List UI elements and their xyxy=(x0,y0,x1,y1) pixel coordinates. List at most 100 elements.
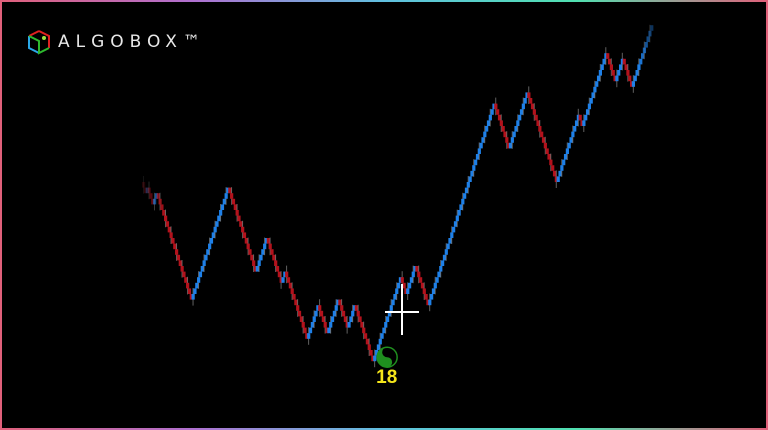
down-brick xyxy=(501,126,505,132)
down-brick xyxy=(538,126,542,132)
up-brick xyxy=(261,249,265,255)
up-brick xyxy=(308,327,313,334)
down-brick xyxy=(173,243,177,250)
down-brick xyxy=(622,58,626,65)
up-brick xyxy=(398,277,403,283)
up-brick xyxy=(307,333,311,339)
up-brick xyxy=(193,288,197,294)
up-brick xyxy=(573,126,577,132)
up-brick xyxy=(523,98,527,104)
up-brick xyxy=(596,75,601,82)
down-brick xyxy=(175,249,179,255)
down-brick xyxy=(244,238,248,244)
down-brick xyxy=(176,254,181,261)
down-brick xyxy=(540,131,544,138)
up-brick xyxy=(459,204,463,210)
up-brick xyxy=(470,170,474,177)
up-brick xyxy=(373,355,377,362)
down-brick xyxy=(169,232,173,238)
up-brick xyxy=(347,322,351,328)
yin-yang-icon[interactable] xyxy=(376,346,398,368)
cube-logo-icon xyxy=(28,30,50,55)
up-brick xyxy=(154,193,159,199)
down-brick xyxy=(400,277,404,283)
down-brick xyxy=(253,266,258,272)
up-brick xyxy=(574,120,579,126)
up-brick xyxy=(452,226,456,233)
up-brick xyxy=(558,170,562,177)
down-brick xyxy=(305,333,309,339)
down-brick xyxy=(323,322,327,328)
up-brick xyxy=(521,103,525,110)
up-brick xyxy=(565,148,569,154)
up-brick xyxy=(352,305,357,311)
up-brick xyxy=(406,288,410,294)
down-brick xyxy=(609,64,614,70)
up-brick xyxy=(519,109,524,115)
up-brick xyxy=(582,120,586,126)
down-brick xyxy=(231,198,236,205)
down-brick xyxy=(241,226,245,233)
down-brick xyxy=(167,226,171,233)
down-brick xyxy=(290,288,294,294)
up-brick xyxy=(330,316,335,322)
down-brick xyxy=(277,271,281,278)
down-brick xyxy=(252,260,256,266)
down-brick xyxy=(543,142,547,149)
up-brick xyxy=(516,120,520,126)
up-brick xyxy=(576,114,580,121)
logo-text: ALGOBOX™ xyxy=(58,32,206,52)
up-brick xyxy=(486,120,491,126)
up-brick xyxy=(595,81,599,87)
down-brick xyxy=(299,316,303,322)
up-brick xyxy=(334,305,338,311)
down-brick xyxy=(549,159,553,166)
up-brick xyxy=(598,70,602,76)
down-brick xyxy=(607,58,612,65)
up-brick xyxy=(195,282,199,289)
down-brick xyxy=(149,193,153,199)
logo: ALGOBOX™ xyxy=(26,29,206,55)
up-brick xyxy=(431,288,436,294)
up-brick xyxy=(518,114,522,121)
up-brick xyxy=(483,131,487,138)
up-brick xyxy=(202,260,206,266)
down-brick xyxy=(580,120,584,126)
down-brick xyxy=(230,193,234,199)
up-brick xyxy=(479,142,483,149)
down-brick xyxy=(367,344,371,350)
down-brick xyxy=(325,327,329,334)
up-brick xyxy=(604,53,608,59)
up-brick xyxy=(650,25,654,31)
up-brick xyxy=(204,254,208,261)
down-brick xyxy=(246,243,250,250)
down-brick xyxy=(165,221,170,227)
down-brick xyxy=(184,277,188,283)
down-brick xyxy=(534,114,538,121)
down-brick xyxy=(164,215,168,222)
up-brick xyxy=(648,30,652,37)
down-brick xyxy=(426,299,430,306)
down-brick xyxy=(530,103,535,110)
up-brick xyxy=(380,333,384,339)
down-brick xyxy=(171,238,175,244)
down-brick xyxy=(369,350,373,356)
down-brick xyxy=(494,103,498,110)
up-brick xyxy=(351,310,355,317)
down-brick xyxy=(551,165,555,171)
down-brick xyxy=(362,327,366,334)
down-brick xyxy=(422,288,426,294)
up-brick xyxy=(257,260,261,266)
up-brick xyxy=(591,92,595,98)
down-brick xyxy=(415,266,419,272)
up-brick xyxy=(567,142,571,149)
down-brick xyxy=(182,271,186,278)
down-brick xyxy=(417,271,421,278)
up-brick xyxy=(618,64,623,70)
down-brick xyxy=(536,120,540,126)
up-brick xyxy=(492,103,496,110)
down-brick xyxy=(237,215,241,222)
up-brick xyxy=(485,126,489,132)
up-brick xyxy=(560,165,564,171)
